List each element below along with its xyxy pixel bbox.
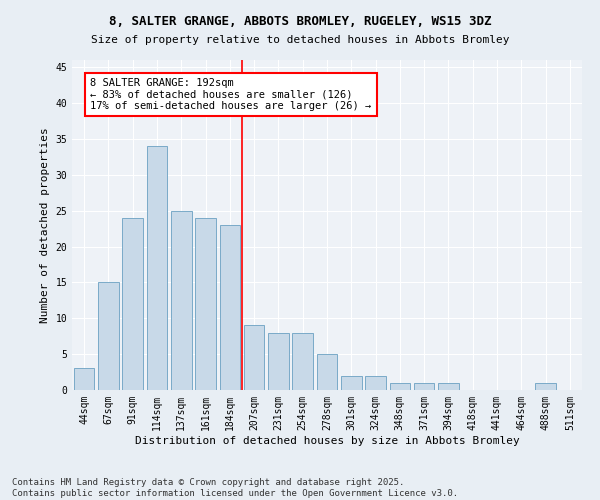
Bar: [535, 383, 556, 390]
X-axis label: Distribution of detached houses by size in Abbots Bromley: Distribution of detached houses by size …: [134, 436, 520, 446]
Bar: [195, 218, 216, 390]
Y-axis label: Number of detached properties: Number of detached properties: [40, 127, 50, 323]
Bar: [220, 225, 240, 390]
Bar: [122, 218, 143, 390]
Bar: [438, 383, 459, 390]
Bar: [98, 282, 119, 390]
Bar: [414, 383, 434, 390]
Bar: [317, 354, 337, 390]
Bar: [341, 376, 362, 390]
Bar: [171, 210, 191, 390]
Bar: [244, 326, 265, 390]
Bar: [268, 332, 289, 390]
Bar: [146, 146, 167, 390]
Bar: [389, 383, 410, 390]
Bar: [74, 368, 94, 390]
Bar: [365, 376, 386, 390]
Text: Size of property relative to detached houses in Abbots Bromley: Size of property relative to detached ho…: [91, 35, 509, 45]
Bar: [292, 332, 313, 390]
Text: Contains HM Land Registry data © Crown copyright and database right 2025.
Contai: Contains HM Land Registry data © Crown c…: [12, 478, 458, 498]
Text: 8 SALTER GRANGE: 192sqm
← 83% of detached houses are smaller (126)
17% of semi-d: 8 SALTER GRANGE: 192sqm ← 83% of detache…: [90, 78, 371, 111]
Text: 8, SALTER GRANGE, ABBOTS BROMLEY, RUGELEY, WS15 3DZ: 8, SALTER GRANGE, ABBOTS BROMLEY, RUGELE…: [109, 15, 491, 28]
